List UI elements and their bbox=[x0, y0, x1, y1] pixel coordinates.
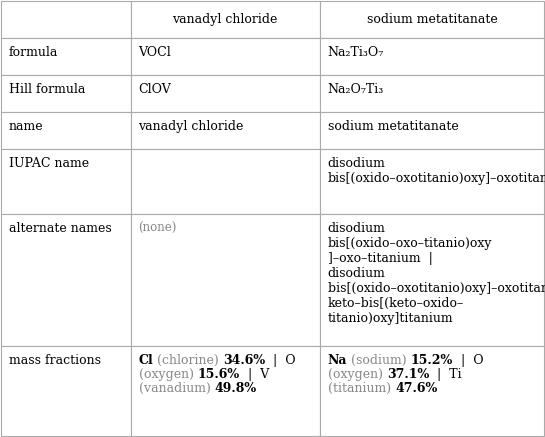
Text: vanadyl chloride: vanadyl chloride bbox=[172, 13, 278, 26]
Bar bbox=[1, 215, 130, 346]
Text: (oxygen): (oxygen) bbox=[138, 368, 197, 381]
Text: (chlorine): (chlorine) bbox=[153, 354, 223, 367]
Text: |  Ti: | Ti bbox=[429, 368, 462, 381]
Text: (titanium): (titanium) bbox=[328, 382, 395, 395]
Text: (vanadium): (vanadium) bbox=[138, 382, 214, 395]
Bar bbox=[1, 112, 130, 149]
Text: Cl: Cl bbox=[138, 354, 153, 367]
Text: name: name bbox=[9, 120, 44, 133]
Text: Hill formula: Hill formula bbox=[9, 83, 86, 96]
Bar bbox=[1, 346, 130, 436]
Text: 37.1%: 37.1% bbox=[387, 368, 429, 381]
Text: sodium metatitanate: sodium metatitanate bbox=[328, 120, 458, 133]
Text: sodium metatitanate: sodium metatitanate bbox=[367, 13, 497, 26]
Bar bbox=[1, 38, 130, 75]
Text: IUPAC name: IUPAC name bbox=[9, 157, 89, 170]
Text: |  O: | O bbox=[265, 354, 296, 367]
Text: |  O: | O bbox=[453, 354, 484, 367]
Bar bbox=[130, 112, 320, 149]
Bar bbox=[320, 112, 544, 149]
Text: 34.6%: 34.6% bbox=[223, 354, 265, 367]
Bar bbox=[130, 149, 320, 215]
Text: 15.2%: 15.2% bbox=[411, 354, 453, 367]
Text: ClOV: ClOV bbox=[138, 83, 171, 96]
Bar bbox=[130, 75, 320, 112]
Bar bbox=[1, 1, 130, 38]
Text: disodium
bis[(oxido–oxotitanio)oxy]–oxotitanium: disodium bis[(oxido–oxotitanio)oxy]–oxot… bbox=[328, 157, 545, 185]
Bar bbox=[320, 1, 544, 38]
Text: Na₂O₇Ti₃: Na₂O₇Ti₃ bbox=[328, 83, 384, 96]
Bar bbox=[1, 75, 130, 112]
Bar bbox=[320, 215, 544, 346]
Text: (none): (none) bbox=[138, 222, 177, 236]
Bar bbox=[1, 149, 130, 215]
Text: mass fractions: mass fractions bbox=[9, 354, 101, 367]
Text: Na: Na bbox=[328, 354, 347, 367]
Text: 47.6%: 47.6% bbox=[395, 382, 437, 395]
Text: formula: formula bbox=[9, 46, 58, 59]
Text: disodium
bis[(oxido–oxo–titanio)oxy
]–oxo–titanium  |
disodium
bis[(oxido–oxotit: disodium bis[(oxido–oxo–titanio)oxy ]–ox… bbox=[328, 222, 545, 326]
Text: VOCl: VOCl bbox=[138, 46, 171, 59]
Text: (oxygen): (oxygen) bbox=[328, 368, 387, 381]
Text: vanadyl chloride: vanadyl chloride bbox=[138, 120, 244, 133]
Text: |  V: | V bbox=[240, 368, 269, 381]
Text: Na₂Ti₃O₇: Na₂Ti₃O₇ bbox=[328, 46, 384, 59]
Bar bbox=[130, 215, 320, 346]
Text: alternate names: alternate names bbox=[9, 222, 112, 236]
Bar bbox=[320, 38, 544, 75]
Bar bbox=[320, 346, 544, 436]
Text: 49.8%: 49.8% bbox=[214, 382, 257, 395]
Bar bbox=[130, 38, 320, 75]
Bar bbox=[320, 75, 544, 112]
Bar bbox=[130, 1, 320, 38]
Text: (sodium): (sodium) bbox=[347, 354, 411, 367]
Text: 15.6%: 15.6% bbox=[197, 368, 240, 381]
Bar bbox=[320, 149, 544, 215]
Bar bbox=[130, 346, 320, 436]
